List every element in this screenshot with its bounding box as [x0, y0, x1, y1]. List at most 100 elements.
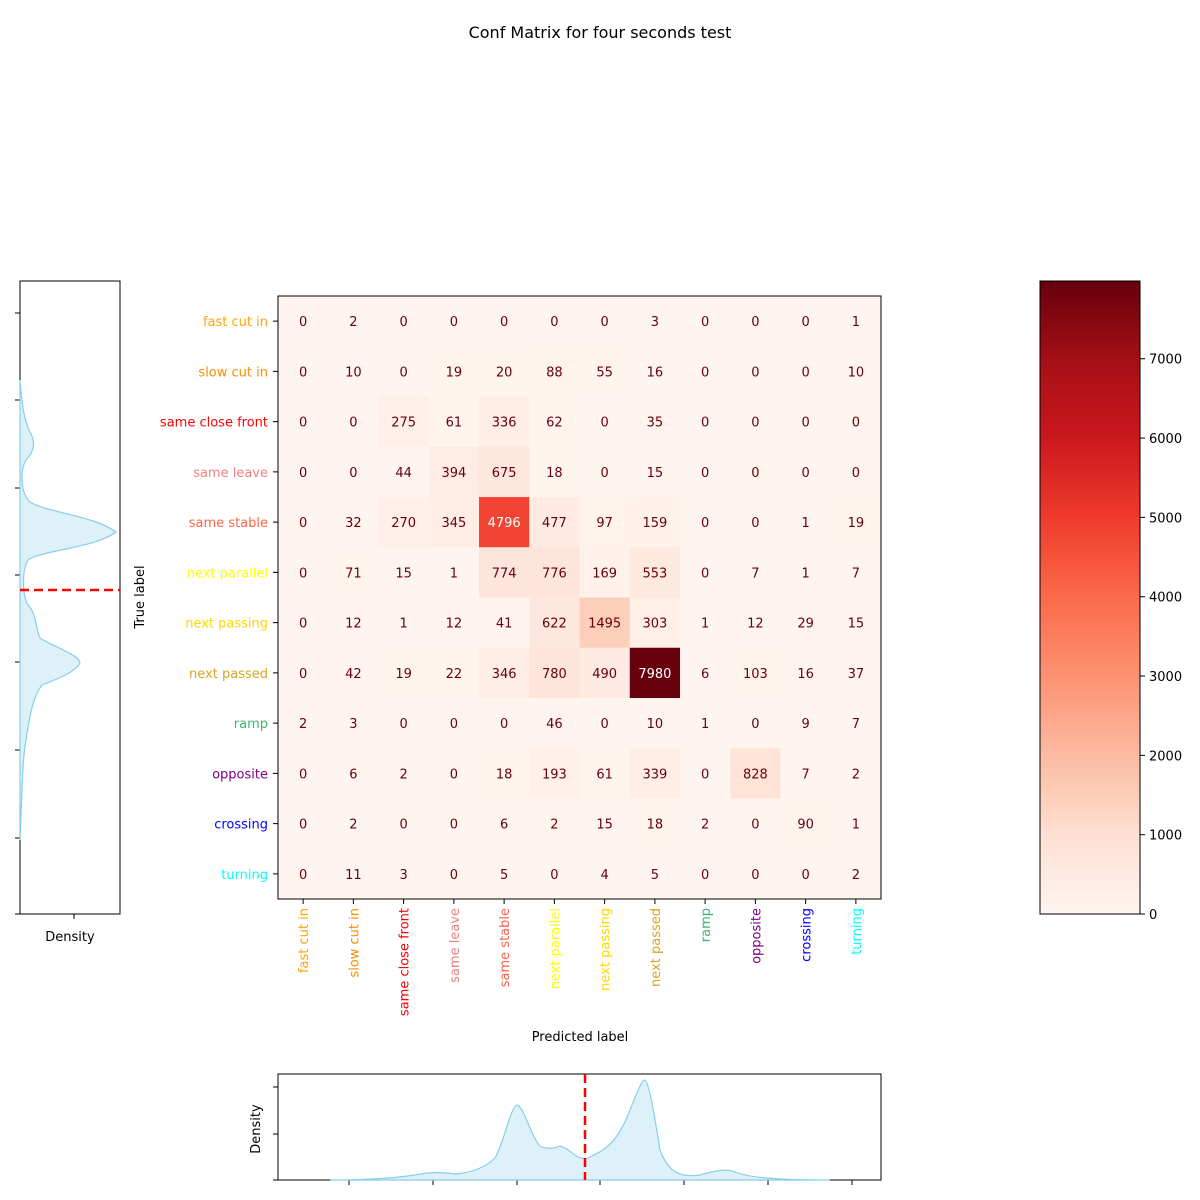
cell-value: 19: [395, 667, 412, 682]
heatmap-cell: [278, 698, 329, 749]
cell-value: 1: [852, 818, 860, 833]
heatmap-cell: [529, 396, 580, 448]
chart-title: Conf Matrix for four seconds test: [469, 23, 732, 42]
heatmap-cell: [529, 647, 580, 699]
cell-value: 35: [647, 416, 664, 431]
heatmap-cell: [780, 748, 832, 799]
heatmap-cell: [579, 396, 631, 448]
cell-value: 16: [647, 365, 664, 380]
heatmap-cell: [479, 296, 530, 347]
heatmap-cell: [680, 346, 731, 397]
cell-value: 0: [299, 667, 307, 682]
cell-value: 0: [801, 416, 809, 431]
heatmap-cell: [629, 647, 681, 699]
bottom-density-curve: [329, 1079, 831, 1181]
heatmap-cell: [479, 798, 530, 850]
cell-value: 7: [751, 566, 759, 581]
cell-value: 0: [600, 416, 608, 431]
heatmap-cell: [730, 396, 781, 448]
cell-value: 2: [701, 818, 709, 833]
heatmap-cell: [730, 446, 781, 498]
cell-value: 88: [546, 365, 563, 380]
cell-value: 0: [701, 466, 709, 481]
y-tick-label: fast cut in: [203, 315, 268, 330]
heatmap-cell: [428, 647, 480, 699]
colorbar-tick-label: 3000: [1149, 670, 1182, 685]
heatmap-cell: [428, 698, 480, 749]
cell-value: 0: [550, 315, 558, 330]
cell-value: 6: [349, 767, 357, 782]
cell-value: 0: [600, 466, 608, 481]
heatmap-cell: [378, 497, 430, 548]
heatmap-cell: [680, 698, 731, 749]
cell-value: 1: [701, 717, 709, 732]
heatmap-cell: [780, 497, 832, 548]
x-tick-label: same stable: [498, 908, 513, 987]
cell-value: 0: [852, 416, 860, 431]
heatmap-cell: [830, 647, 882, 699]
cell-value: 0: [751, 466, 759, 481]
cell-value: 62: [546, 416, 563, 431]
heatmap-cell: [780, 798, 832, 850]
heatmap-cell: [378, 698, 430, 749]
cell-value: 0: [801, 868, 809, 883]
cell-value: 20: [496, 365, 513, 380]
heatmap-cell: [780, 346, 832, 397]
cell-value: 32: [345, 516, 362, 531]
heatmap-cell: [830, 296, 882, 347]
cell-value: 1495: [588, 617, 621, 632]
cell-value: 0: [701, 315, 709, 330]
heatmap-cell: [579, 296, 631, 347]
heatmap-cell: [780, 698, 832, 749]
y-tick-label: opposite: [212, 767, 268, 782]
colorbar-tick-label: 7000: [1149, 353, 1182, 368]
x-tick-label: next passing: [599, 908, 614, 991]
heatmap-cell: [328, 848, 379, 900]
heatmap-cell: [680, 647, 731, 699]
cell-value: 41: [496, 617, 513, 632]
cell-value: 339: [642, 767, 667, 782]
cell-value: 0: [751, 416, 759, 431]
heatmap-cell: [278, 346, 329, 397]
side-density-plot: Density: [15, 280, 121, 945]
cell-value: 0: [801, 315, 809, 330]
colorbar-tick-label: 4000: [1149, 591, 1182, 606]
heatmap-cell: [479, 497, 530, 548]
cell-value: 1: [399, 617, 407, 632]
heatmap-cell: [479, 597, 530, 649]
cell-value: 0: [450, 767, 458, 782]
heatmap-cell: [780, 296, 832, 347]
cell-value: 4796: [488, 516, 521, 531]
cell-value: 0: [751, 818, 759, 833]
heatmap-cell: [328, 597, 379, 649]
cell-value: 9: [801, 717, 809, 732]
heatmap-cell: [529, 748, 580, 799]
cell-value: 22: [446, 667, 463, 682]
y-axis-label: True label: [133, 565, 148, 629]
heatmap-cell: [629, 748, 681, 799]
heatmap-cell: [680, 396, 731, 448]
heatmap-cell: [378, 748, 430, 799]
heatmap-cell: [428, 396, 480, 448]
y-tick-label: next parallel: [187, 566, 268, 581]
cell-value: 303: [642, 617, 667, 632]
cell-value: 159: [642, 516, 667, 531]
heatmap-cell: [278, 597, 329, 649]
heatmap-cell: [529, 698, 580, 749]
heatmap-cell: [780, 848, 832, 900]
heatmap-cell: [579, 497, 631, 548]
bottom-density-plot: Density: [249, 1073, 882, 1185]
cell-value: 346: [492, 667, 517, 682]
cell-value: 61: [446, 416, 463, 431]
cell-value: 0: [751, 868, 759, 883]
colorbar-tick-label: 2000: [1149, 749, 1182, 764]
cell-value: 11: [345, 868, 362, 883]
heatmap-cell: [730, 296, 781, 347]
cell-value: 2: [852, 868, 860, 883]
heatmap-cell: [378, 446, 430, 498]
cell-value: 7980: [638, 667, 671, 682]
heatmap-cell: [428, 547, 480, 598]
cell-value: 3: [651, 315, 659, 330]
cell-value: 5: [651, 868, 659, 883]
cell-value: 5: [500, 868, 508, 883]
